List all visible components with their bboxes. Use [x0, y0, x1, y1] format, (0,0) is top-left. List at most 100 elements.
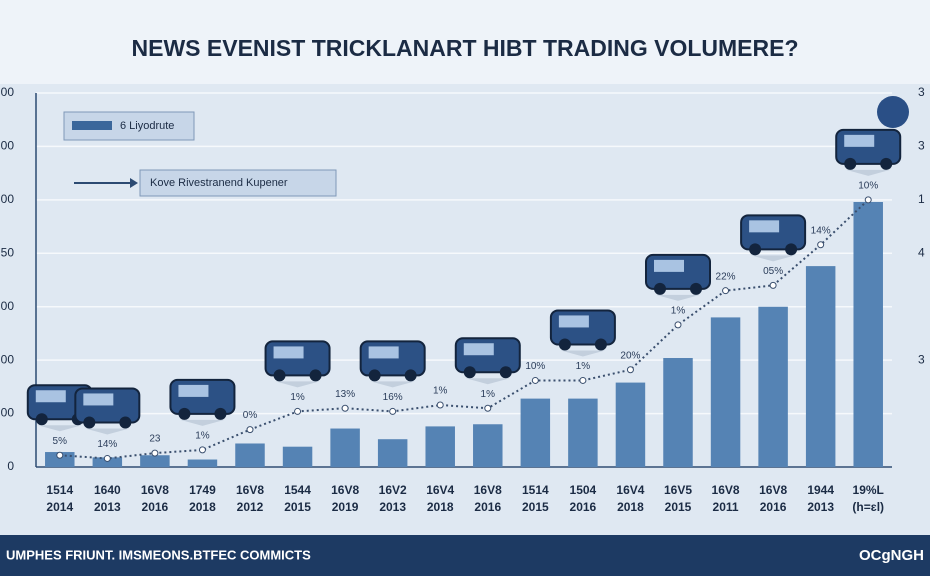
x-tick-label: 2018 [617, 500, 644, 514]
annotation: 22% [716, 271, 736, 282]
bar [425, 426, 455, 467]
x-tick-label: (h=ɛl) [852, 500, 884, 514]
annotation: 5% [53, 436, 68, 447]
van-window [749, 220, 780, 233]
annotation: 1% [195, 431, 210, 442]
bar [92, 457, 123, 467]
line-point [341, 404, 349, 412]
pointer [275, 381, 320, 388]
van-wheel [178, 407, 191, 420]
van-window [558, 315, 589, 328]
pointer [180, 419, 225, 426]
annotation: 1% [481, 389, 496, 400]
x-tick-label: 16V8 [141, 483, 169, 497]
van-wheel [749, 243, 762, 256]
x-tick-label: 1749 [189, 483, 216, 497]
y-tick-label: 00 [1, 85, 15, 99]
van-window [178, 384, 209, 397]
van-window [273, 346, 304, 359]
annotation: 05% [763, 266, 783, 277]
van-wheel [558, 338, 571, 351]
x-tick-label: 2011 [713, 500, 739, 514]
van-wheel [273, 369, 286, 382]
x-tick-label: 1544 [284, 483, 311, 497]
x-tick-label: 1944 [807, 483, 834, 497]
annotation: 1% [671, 306, 686, 317]
line-point [436, 401, 444, 409]
x-tick-label: 16V2 [379, 483, 407, 497]
icon [877, 96, 909, 128]
bar [663, 358, 693, 467]
pointer [37, 425, 82, 432]
chart-title: NEWS EVENIST TRICKLANART HIBT TRADING VO… [132, 35, 799, 61]
van-window [463, 343, 494, 356]
line-point [864, 196, 872, 204]
annotation: 10% [858, 180, 878, 191]
x-tick-label: 16V8 [474, 483, 502, 497]
x-tick-label: 16V8 [331, 483, 359, 497]
van-wheel [844, 157, 857, 170]
bar [568, 398, 598, 467]
line [59, 199, 869, 460]
legend-label: 6 Liyodrute [120, 120, 174, 132]
van-wheel [35, 413, 48, 426]
line-point [389, 407, 397, 415]
x-tick-label: 16V4 [616, 483, 644, 497]
van-window [368, 346, 399, 359]
annotation: 23 [149, 434, 161, 445]
x-tick-label: 1640 [94, 483, 121, 497]
bar [187, 459, 218, 467]
annotation: 1% [433, 386, 448, 397]
x-tick-label: 2018 [189, 500, 216, 514]
bar [473, 424, 503, 467]
x-tick-label: 2015 [665, 500, 692, 514]
bar [235, 443, 265, 467]
x-tick-label: 1504 [570, 483, 597, 497]
van-wheel [119, 416, 132, 429]
y2-tick-label: 3 [918, 352, 925, 366]
bar [377, 439, 408, 467]
line-point [294, 407, 302, 415]
van-window [35, 390, 66, 403]
van-window [83, 393, 114, 406]
legend-box [139, 169, 337, 197]
x-tick-label: 2013 [94, 500, 121, 514]
van-wheel [368, 369, 381, 382]
bar [710, 317, 741, 467]
x-tick-label: 2016 [570, 500, 597, 514]
annotation: 16% [383, 392, 403, 403]
van-wheel [594, 338, 607, 351]
legend-swatch [72, 121, 112, 130]
annotation: 10% [525, 361, 545, 372]
van-wheel [785, 243, 798, 256]
annotation: 1% [290, 392, 305, 403]
annotation: 14% [97, 439, 117, 450]
line-point [151, 449, 159, 457]
bar [140, 455, 170, 467]
x-tick-label: 2019 [332, 500, 359, 514]
bar [853, 201, 883, 467]
annotation: 0% [243, 410, 258, 421]
van-wheel [499, 366, 512, 379]
annotation: 1% [576, 361, 591, 372]
van-wheel [83, 416, 96, 429]
van-window [654, 259, 684, 272]
x-tick-label: 16V8 [759, 483, 787, 497]
footer-text: UMPHES FRIUNT. IMSMEONS.BTFEC COMMICTS [6, 547, 311, 562]
legend-arrow [130, 178, 138, 188]
y-tick-label: 00 [1, 352, 15, 366]
line-point [579, 376, 587, 384]
line-point [246, 426, 254, 434]
x-tick-label: 2016 [142, 500, 169, 514]
pointer [560, 350, 605, 357]
van-wheel [690, 282, 702, 295]
header-band [0, 0, 930, 84]
pointer [85, 428, 130, 435]
line-point [722, 287, 730, 295]
van-wheel [880, 157, 893, 170]
pointer [846, 169, 891, 176]
bar [758, 306, 788, 467]
legend: 6 Liyodrute Kove Rivestranend Kupener [63, 111, 337, 197]
line-point [531, 376, 539, 384]
